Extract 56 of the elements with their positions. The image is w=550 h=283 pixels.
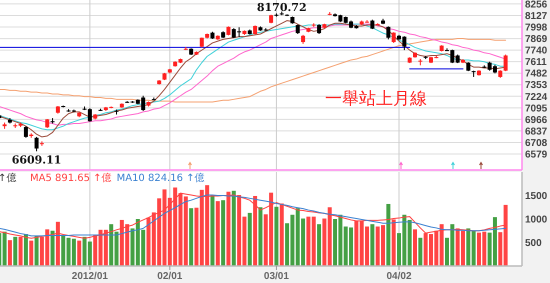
y-tick-label: 7740 [525, 46, 548, 57]
candlestick [504, 54, 508, 72]
candlestick [370, 19, 374, 30]
bar [386, 204, 390, 266]
y-tick-label: 7869 [525, 34, 548, 46]
bar [24, 234, 28, 266]
candlestick [24, 126, 28, 138]
bar [189, 208, 194, 266]
x-tick-label: 04/02 [386, 271, 412, 282]
candlestick [200, 37, 204, 48]
y-tick-label: 1000 [525, 214, 548, 226]
bar [370, 224, 374, 266]
y-tick-label: 6579 [525, 149, 548, 160]
y-tick-label: 500 [525, 238, 542, 249]
annotation: 6609.11 [12, 153, 62, 166]
bar [34, 236, 39, 266]
bar [13, 236, 18, 266]
y-tick-label: 7095 [525, 103, 548, 114]
y-tick-label: 7998 [525, 22, 548, 34]
annotation: 8170.72 [256, 1, 307, 14]
y-tick-label: 7482 [525, 68, 548, 80]
candlestick [386, 26, 390, 40]
x-tick-label: 02/01 [157, 271, 183, 282]
bar [317, 224, 322, 266]
bar [248, 212, 252, 266]
y-tick-label: 7353 [525, 80, 548, 92]
bar [258, 207, 262, 266]
y-tick-label: 6837 [525, 126, 548, 138]
y-tick-label: 6966 [525, 114, 548, 126]
candlestick [34, 136, 39, 152]
bar [8, 240, 12, 266]
candlestick [317, 24, 322, 34]
x-tick-label: 2012/01 [72, 271, 108, 282]
bar [50, 230, 55, 266]
series-label: MA10 824.16 ↑億 [116, 172, 205, 184]
candlestick [392, 32, 396, 44]
candlestick [296, 24, 300, 34]
y-tick-label: 7224 [525, 92, 548, 103]
annotation: 一舉站上月線 [325, 89, 427, 109]
annotation: ↑億 [0, 172, 16, 184]
bar [77, 240, 82, 266]
bar [216, 201, 220, 266]
y-tick-label: 8256 [525, 0, 548, 10]
y-tick-label: 6708 [525, 138, 548, 149]
text: MA5 891.65 ↑億 [30, 172, 112, 184]
bar [232, 190, 236, 266]
bar [274, 206, 278, 266]
y-tick-label: 8127 [525, 10, 548, 22]
bar [2, 232, 7, 266]
bar [413, 229, 418, 266]
x-tick-label: 03/01 [264, 271, 290, 282]
y-tick-label: 7611 [525, 57, 548, 68]
bar [418, 238, 422, 266]
bar [221, 200, 226, 266]
y-tick-label: 1500 [525, 191, 548, 202]
bar [210, 195, 214, 266]
